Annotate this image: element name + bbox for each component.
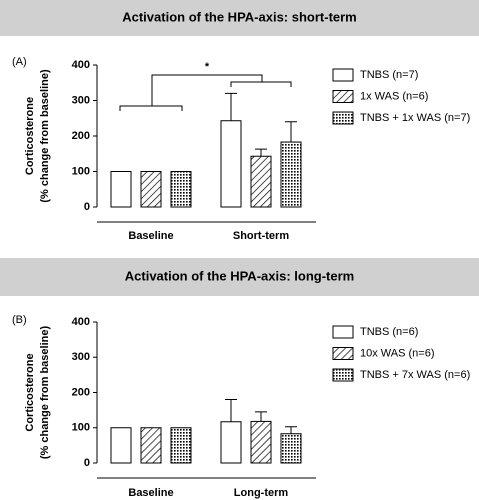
x-tick-label: Baseline [128, 230, 173, 242]
error-bar [255, 411, 267, 422]
y-tick-label: 100 [72, 422, 90, 434]
bar [250, 155, 272, 208]
bar [170, 171, 192, 208]
chart-title: Activation of the HPA-axis: long-term [125, 268, 354, 283]
legend-swatch [332, 68, 354, 82]
bar [140, 171, 162, 208]
y-tick-label: 0 [84, 457, 90, 469]
bracket [119, 74, 292, 111]
error-bar [285, 121, 297, 143]
legend-swatch [332, 90, 354, 103]
y-tick-label: 0 [84, 201, 90, 213]
error-bar [285, 426, 297, 434]
legend-swatch [332, 111, 354, 125]
legend-label: TNBS (n=6) [360, 326, 418, 338]
x-tick-label: Baseline [128, 487, 173, 499]
legend-label: 1x WAS (n=6) [360, 90, 428, 102]
legend-swatch [332, 368, 354, 382]
y-tick-label: 400 [72, 59, 90, 71]
chart-title: Activation of the HPA-axis: short-term [122, 9, 357, 24]
legend-label: TNBS (n=7) [360, 69, 418, 81]
bar [220, 120, 242, 208]
bar [280, 433, 302, 464]
y-axis-label: Corticosterone [24, 97, 36, 175]
error-bar [255, 148, 267, 157]
panel-label: (A) [12, 56, 27, 68]
y-axis-label: (% change from baseline) [39, 326, 51, 460]
legend-label: TNBS + 1x WAS (n=7) [360, 112, 470, 124]
y-tick-label: 400 [72, 316, 90, 328]
legend-label: TNBS + 7x WAS (n=6) [360, 369, 470, 381]
bar [170, 427, 192, 464]
y-tick-label: 100 [72, 165, 90, 177]
legend-swatch [332, 347, 354, 360]
header-bar [0, 258, 479, 296]
bar [220, 421, 242, 464]
legend-swatch [332, 325, 354, 339]
bar [110, 171, 132, 208]
significance-brackets [119, 74, 292, 111]
legend-label: 10x WAS (n=6) [360, 347, 434, 359]
bar [140, 427, 162, 464]
y-tick-label: 200 [72, 130, 90, 142]
bar [280, 141, 302, 208]
error-bar [225, 399, 237, 422]
y-tick-label: 200 [72, 386, 90, 398]
y-axis-label: Corticosterone [24, 353, 36, 431]
x-tick-label: Short-term [233, 230, 289, 242]
bar [250, 420, 272, 464]
panel-label: (B) [12, 314, 27, 326]
bar [110, 427, 132, 464]
error-bar [225, 92, 237, 121]
y-axis-label: (% change from baseline) [39, 69, 51, 203]
x-tick-label: Long-term [234, 487, 289, 499]
y-tick-label: 300 [72, 351, 90, 363]
significance-label: * [205, 61, 210, 73]
y-tick-label: 300 [72, 94, 90, 106]
header-bar [0, 0, 479, 36]
